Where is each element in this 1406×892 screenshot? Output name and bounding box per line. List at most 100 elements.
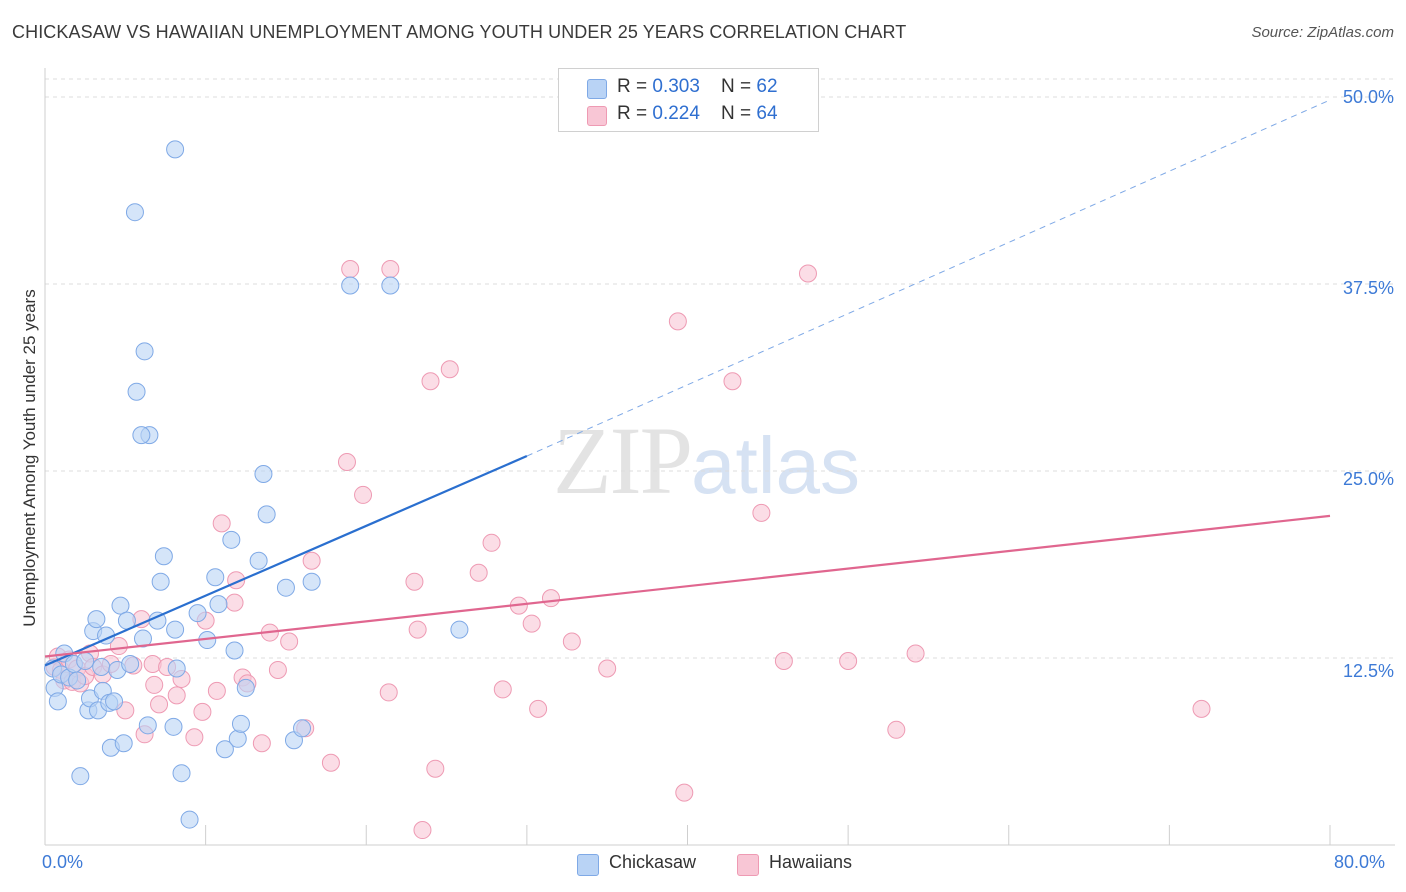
chickasaw-point xyxy=(68,671,87,690)
chickasaw-point xyxy=(249,551,268,570)
hawaiians-point xyxy=(482,533,501,552)
chickasaw-point xyxy=(166,620,185,639)
legend-n-label: N = xyxy=(721,103,757,124)
legend-n-label: N = xyxy=(721,76,757,97)
hawaiians-point xyxy=(207,681,226,700)
hawaiians-point xyxy=(440,360,459,379)
hawaiians-point xyxy=(225,593,244,612)
legend-n-value: 62 xyxy=(756,76,778,97)
legend-r-value: 0.224 xyxy=(652,103,700,124)
hawaiians-point xyxy=(145,675,164,694)
chickasaw-point xyxy=(228,729,247,748)
x-tick-label-min: 0.0% xyxy=(42,852,84,872)
hawaiians-point xyxy=(798,264,817,283)
hawaiians-point xyxy=(469,563,488,582)
chickasaw-point xyxy=(48,692,67,711)
chickasaw-point xyxy=(87,610,106,629)
hawaiians-point xyxy=(379,683,398,702)
bottom-legend-label: Chickasaw xyxy=(609,852,697,872)
hawaiians-point xyxy=(426,759,445,778)
chickasaw-point xyxy=(92,657,111,676)
legend-n-value: 64 xyxy=(756,103,778,124)
chickasaw-point xyxy=(105,692,124,711)
hawaiians-point xyxy=(522,614,541,633)
chickasaw-point xyxy=(127,382,146,401)
legend: R = 0.303 N = 62 R = 0.224 N = 64 xyxy=(558,68,819,132)
chickasaw-point xyxy=(231,714,250,733)
hawaiians-point xyxy=(668,312,687,331)
hawaiians-point xyxy=(774,651,793,670)
hawaiians-point xyxy=(493,680,512,699)
hawaiians-point xyxy=(143,654,162,673)
hawaiians-point xyxy=(212,514,231,533)
chickasaw-point xyxy=(71,767,90,786)
hawaiians-point xyxy=(354,485,373,504)
hawaiians-point xyxy=(302,551,321,570)
chickasaw-point xyxy=(180,810,199,829)
chart-title: CHICKASAW VS HAWAIIAN UNEMPLOYMENT AMONG… xyxy=(12,22,907,42)
chickasaw-point xyxy=(121,654,140,673)
chickasaw-point xyxy=(215,740,234,759)
watermark-atlas: atlas xyxy=(691,421,860,510)
hawaiians-point xyxy=(150,695,169,714)
hawaiians-point xyxy=(193,702,212,721)
hawaiians-point xyxy=(405,572,424,591)
legend-swatch-hawaiians xyxy=(587,106,607,126)
legend-r-label: R = xyxy=(617,76,653,97)
hawaiians-point xyxy=(906,644,925,663)
chickasaw-point xyxy=(133,629,152,648)
legend-swatch-chickasaw xyxy=(587,79,607,99)
hawaiians-point xyxy=(529,699,548,718)
chickasaw-point xyxy=(151,572,170,591)
chickasaw-point xyxy=(236,678,255,697)
chickasaw-point xyxy=(293,719,311,738)
hawaiians-trend-line xyxy=(44,514,1331,658)
hawaiians-point xyxy=(280,632,299,651)
y-axis-label: Unemployment Among Youth under 25 years xyxy=(20,289,39,627)
chickasaw-point xyxy=(132,426,151,445)
chickasaw-point xyxy=(222,530,241,549)
hawaiians-point xyxy=(408,620,427,639)
chickasaw-point xyxy=(188,604,207,623)
hawaiians-point xyxy=(541,589,560,608)
y-tick-label-37-5: 37.5% xyxy=(1342,278,1394,298)
bottom-legend-label: Hawaiians xyxy=(769,852,853,872)
chickasaw-point xyxy=(341,276,360,295)
hawaiians-point xyxy=(321,753,340,772)
chickasaw-point xyxy=(76,651,95,670)
chickasaw-point xyxy=(276,578,295,597)
hawaiians-point xyxy=(413,821,432,840)
chickasaw-point xyxy=(125,203,144,222)
hawaiians-point xyxy=(839,651,858,670)
hawaiians-point xyxy=(887,720,906,739)
chickasaw-point xyxy=(166,140,185,159)
hawaiians-point xyxy=(675,783,694,802)
hawaiians-point xyxy=(598,659,617,678)
hawaiians-point xyxy=(752,503,771,522)
chickasaw-point xyxy=(225,641,244,660)
chickasaw-trend-extension xyxy=(526,99,1331,457)
chickasaw-point xyxy=(167,659,186,678)
y-tick-label-12-5: 12.5% xyxy=(1342,661,1394,681)
hawaiians-point xyxy=(421,372,440,391)
chickasaw-point xyxy=(302,572,321,591)
legend-r-label: R = xyxy=(617,103,653,124)
chickasaw-point xyxy=(257,505,276,524)
source-credit: Source: ZipAtlas.com xyxy=(1251,24,1394,41)
hawaiians-point xyxy=(341,260,360,279)
y-tick-label-50: 50.0% xyxy=(1342,87,1394,107)
hawaiians-point xyxy=(252,734,271,753)
chickasaw-point xyxy=(172,764,191,783)
chickasaw-point xyxy=(254,464,273,483)
hawaiians-point xyxy=(723,372,742,391)
x-tick-label-max: 80.0% xyxy=(1334,852,1386,872)
hawaiians-point xyxy=(562,632,581,651)
chickasaw-point xyxy=(111,596,130,615)
chickasaw-point xyxy=(114,734,133,753)
chickasaw-point xyxy=(209,595,228,614)
hawaiians-point xyxy=(268,660,287,679)
hawaiians-point xyxy=(337,453,356,472)
bottom-legend-swatch-chickasaw xyxy=(577,854,599,876)
bottom-legend-swatch-hawaiians xyxy=(737,854,759,876)
